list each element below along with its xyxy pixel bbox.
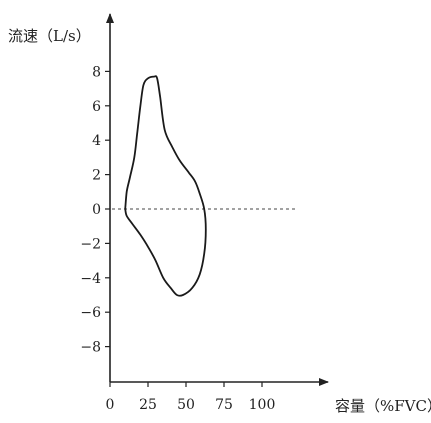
x-tick-label: 50 [177,397,195,413]
axes [105,13,329,387]
y-axis-title: 流速（L/s） [8,27,91,45]
x-tick-label: 0 [106,397,115,413]
x-tick-label: 75 [215,397,233,413]
y-tick-label: −6 [80,305,101,321]
x-axis-title: 容量（%FVC） [335,397,431,415]
data-series [124,75,207,297]
y-tick-label: 0 [92,202,101,218]
flow-volume-loop [124,75,207,297]
y-tick-label: −8 [80,340,101,356]
y-tick-label: −4 [80,271,101,287]
y-tick-label: −2 [80,236,101,252]
tick-labels: 8 6 4 2 0 −2 −4 −6 −8 0 25 50 75 100 [80,64,275,413]
y-tick-label: 2 [92,168,101,184]
y-tick-label: 8 [92,64,101,80]
x-tick-label: 25 [139,397,157,413]
y-tick-label: 4 [92,133,101,149]
x-tick-label: 100 [249,397,276,413]
y-tick-label: 6 [92,99,101,115]
